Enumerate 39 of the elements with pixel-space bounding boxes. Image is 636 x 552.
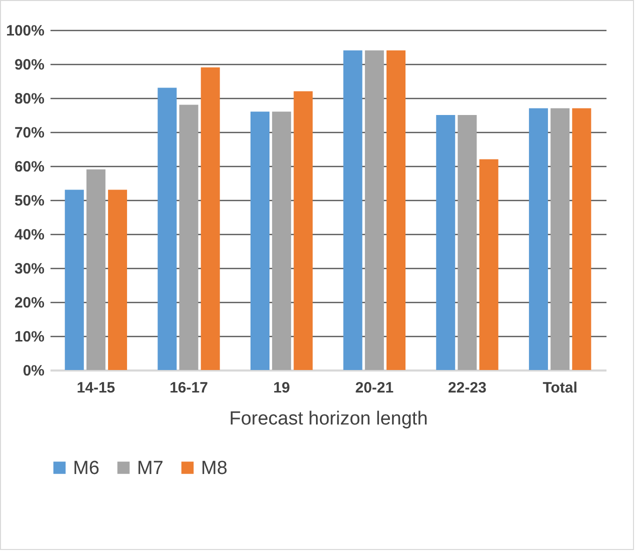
bar	[179, 104, 198, 370]
bar	[108, 190, 128, 370]
bar	[458, 115, 477, 370]
bar	[479, 159, 498, 370]
legend-label: M6	[73, 458, 100, 479]
x-tick-label: 22-23	[448, 380, 486, 396]
bar	[386, 50, 406, 370]
bar	[343, 50, 362, 370]
x-axis-title: Forecast horizon length	[229, 408, 428, 430]
bar	[364, 50, 384, 370]
bar	[572, 108, 592, 370]
y-tick-label: 60%	[14, 158, 44, 176]
y-tick-label: 90%	[14, 56, 44, 74]
y-tick-label: 100%	[6, 22, 44, 40]
bar	[158, 88, 177, 370]
x-tick-label: 14-15	[76, 380, 116, 396]
bar	[86, 169, 106, 370]
bar	[200, 67, 220, 370]
legend-label: M7	[137, 458, 164, 479]
x-tick-label: 16-17	[170, 380, 208, 396]
y-tick-label: 80%	[14, 90, 44, 108]
bar	[272, 112, 292, 370]
y-tick-label: 20%	[14, 294, 44, 312]
y-tick-label: 30%	[14, 260, 44, 278]
bar	[550, 108, 570, 370]
bar	[250, 112, 270, 370]
legend-label: M8	[201, 458, 228, 479]
bar	[528, 108, 548, 370]
y-tick-label: 70%	[14, 124, 44, 142]
y-tick-label: 50%	[14, 192, 44, 210]
bar	[64, 190, 84, 370]
x-tick-label: Total	[542, 380, 578, 396]
y-tick-label: 0%	[22, 362, 44, 380]
bar	[436, 115, 456, 370]
y-tick-label: 10%	[14, 328, 44, 346]
x-tick-label: 20-21	[355, 380, 394, 396]
x-tick-label: 19	[273, 380, 290, 396]
y-tick-label: 40%	[14, 226, 44, 244]
bar	[294, 91, 313, 370]
